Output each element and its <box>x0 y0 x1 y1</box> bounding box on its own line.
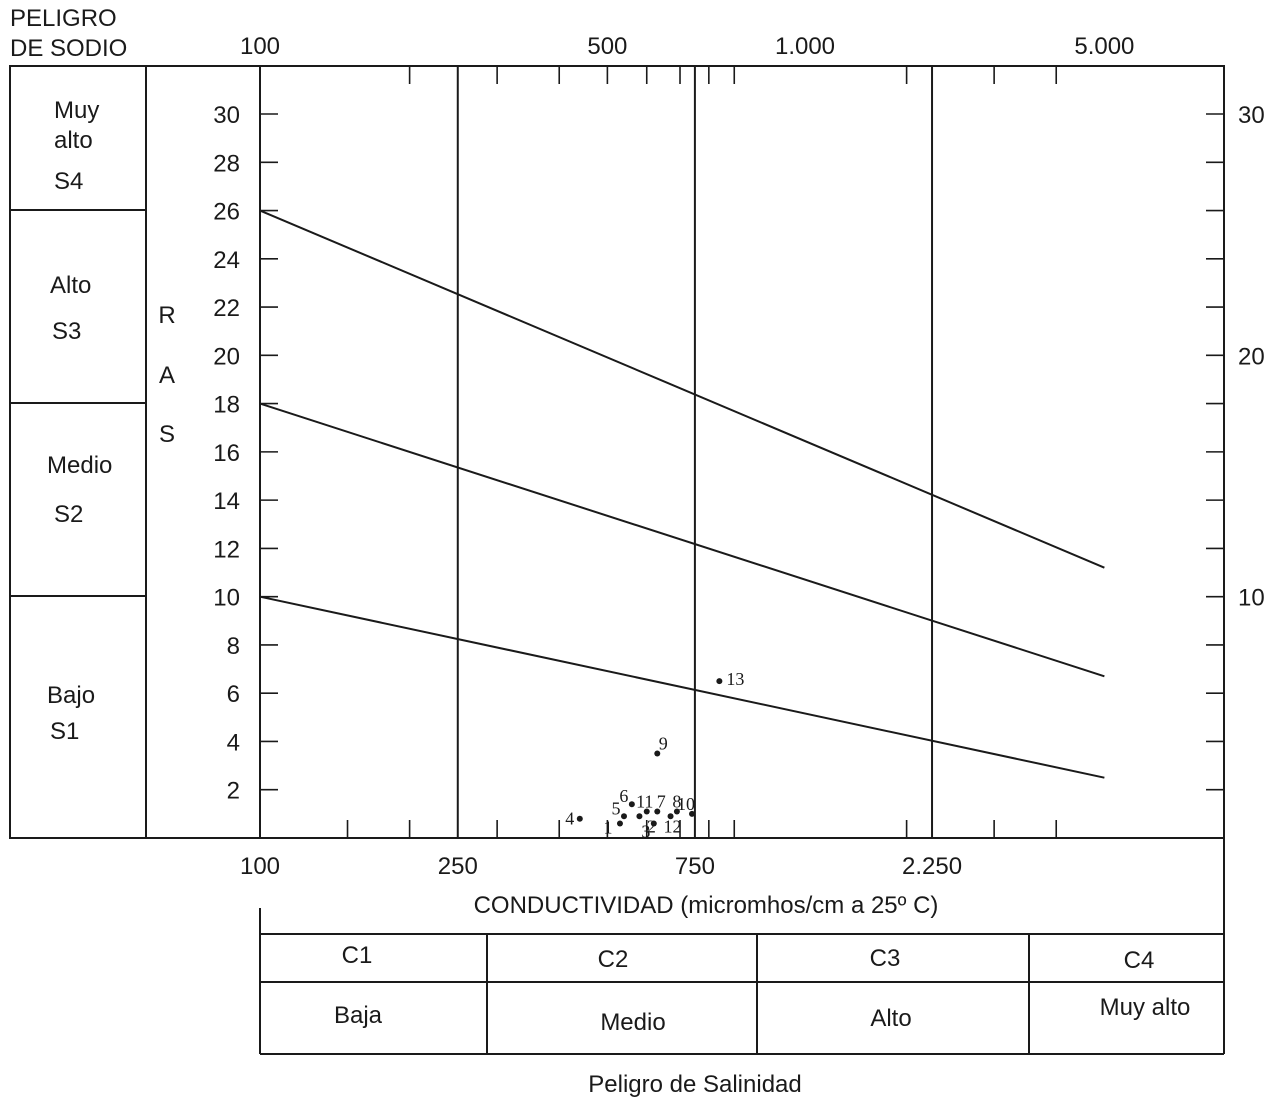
y-tick-label-left: 30 <box>213 102 240 129</box>
sample-point-label: 3 <box>641 822 650 842</box>
ylabel-letter-s: S <box>159 421 175 448</box>
sample-point-label: 5 <box>611 798 620 818</box>
y-tick-label-left: 12 <box>213 536 240 563</box>
y-tick-label-left: 16 <box>213 440 240 467</box>
plot-frame <box>259 65 1225 839</box>
sample-point-label: 2 <box>647 816 656 836</box>
y-tick-label-right: 10 <box>1238 585 1265 612</box>
x-axis-title: CONDUCTIVIDAD (micromhos/cm a 25º C) <box>474 892 939 919</box>
x-tick-label-top: 500 <box>587 33 627 60</box>
sample-point-label: 7 <box>657 791 666 811</box>
ylabel-letter-a: A <box>159 362 175 389</box>
y-tick-label-left: 28 <box>213 150 240 177</box>
y-tick-label-left: 18 <box>213 392 240 419</box>
sample-point <box>628 801 635 808</box>
sodium-hazard-boundary-line <box>259 595 1105 779</box>
sodium-class-s4-name-line2: alto <box>54 127 93 154</box>
y-tick-label-right: 20 <box>1238 343 1265 370</box>
sodium-class-s4-name-line1: Muy <box>54 97 99 124</box>
salinity-class-c4-name: Muy alto <box>1100 994 1191 1021</box>
x-tick-label-bottom: 250 <box>438 853 478 880</box>
sample-point <box>667 813 674 820</box>
sodium-class-s3-name: Alto <box>50 272 91 299</box>
sample-point <box>716 678 723 685</box>
salinity-class-c2-code: C2 <box>598 946 629 973</box>
y-tick-label-left: 4 <box>227 729 240 756</box>
salinity-class-c3-code: C3 <box>870 945 901 972</box>
sodium-class-s3-code: S3 <box>52 318 81 345</box>
sample-point <box>650 820 657 827</box>
sample-point-label: 10 <box>677 794 695 814</box>
sodium-class-s1-name: Bajo <box>47 682 95 709</box>
ylabel-letter-r: R <box>158 302 175 329</box>
sample-point-label: 9 <box>659 734 668 754</box>
sample-point-label: 6 <box>619 786 628 806</box>
sample-point <box>654 750 661 757</box>
y-tick-label-left: 26 <box>213 199 240 226</box>
y-tick-label-left: 20 <box>213 343 240 370</box>
x-tick-label-top: 5.000 <box>1074 33 1134 60</box>
y-tick-label-left: 6 <box>227 681 240 708</box>
salinity-class-c1-code: C1 <box>342 942 373 969</box>
sodium-hazard-title-line2: DE SODIO <box>10 35 127 62</box>
x-tick-label-top: 1.000 <box>775 33 835 60</box>
x-tick-label-bottom: 750 <box>675 853 715 880</box>
y-tick-label-right: 30 <box>1238 102 1265 129</box>
sodium-class-s1-code: S1 <box>50 718 79 745</box>
sample-point <box>620 813 627 820</box>
y-tick-label-left: 22 <box>213 295 240 322</box>
x-tick-label-bottom: 2.250 <box>902 853 962 880</box>
sodium-hazard-boundary-line <box>259 209 1105 569</box>
sample-point <box>689 810 696 817</box>
salinity-class-c3-name: Alto <box>870 1005 911 1032</box>
salinity-hazard-table: C1 C2 C3 C4 Baja Medio Alto Muy alto <box>259 838 1225 1055</box>
salinity-hazard-title: Peligro de Salinidad <box>588 1071 801 1098</box>
salinity-class-c4-code: C4 <box>1124 947 1155 974</box>
sodium-class-s2-code: S2 <box>54 501 83 528</box>
sample-point-label: 12 <box>664 816 682 836</box>
sample-point <box>654 808 661 815</box>
sample-point <box>673 808 680 815</box>
ras-axis-label-panel: R A S <box>145 65 261 839</box>
sample-point-label: 11 <box>636 791 653 811</box>
sample-point <box>576 815 583 822</box>
sample-point-label: 13 <box>726 669 744 689</box>
sample-point <box>643 808 650 815</box>
x-tick-label-top: 100 <box>240 33 280 60</box>
sodium-hazard-boundary-line <box>259 402 1105 678</box>
y-tick-label-left: 24 <box>213 247 240 274</box>
y-tick-label-left: 8 <box>227 633 240 660</box>
x-tick-label-bottom: 100 <box>240 853 280 880</box>
sodium-class-s4-code: S4 <box>54 168 83 195</box>
sodium-class-s2-name: Medio <box>47 452 112 479</box>
y-tick-label-left: 10 <box>213 585 240 612</box>
y-tick-label-left: 2 <box>227 778 240 805</box>
ras-label-column <box>145 65 261 839</box>
sample-point-label: 4 <box>565 809 574 829</box>
sample-point <box>636 813 643 820</box>
salinity-class-c2-name: Medio <box>600 1009 665 1036</box>
sodium-hazard-title-line1: PELIGRO <box>10 5 117 32</box>
sample-point <box>616 820 623 827</box>
sodium-hazard-panel: PELIGRO DE SODIO Muy alto S4 Alto S3 Med… <box>9 5 147 839</box>
salinity-class-c1-name: Baja <box>334 1002 383 1029</box>
sample-point-label: 8 <box>672 791 681 811</box>
y-tick-label-left: 14 <box>213 488 240 515</box>
sample-point-label: 1 <box>603 818 612 838</box>
